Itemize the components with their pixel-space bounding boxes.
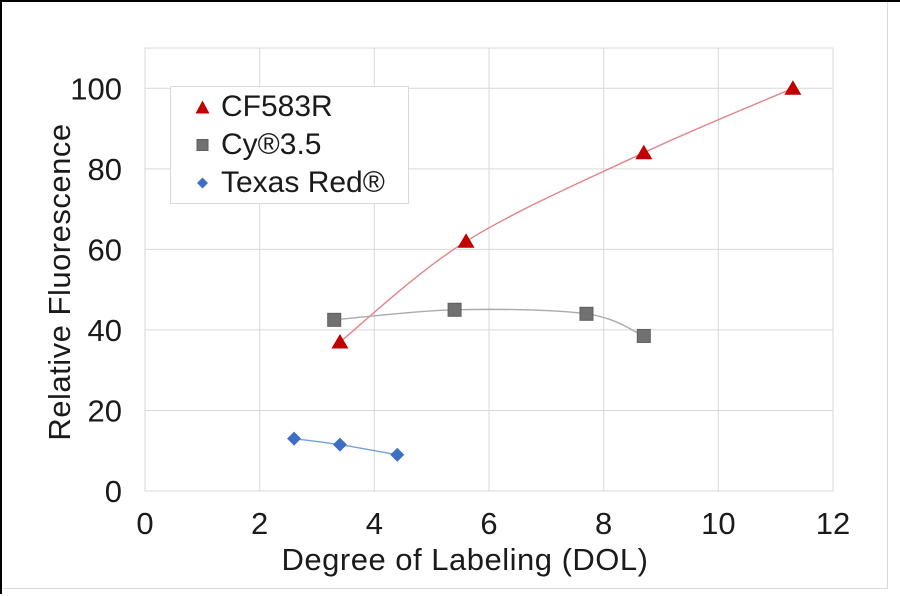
x-tick-label: 10 xyxy=(701,506,735,541)
y-axis-title: Relative Fluorescence xyxy=(42,123,77,441)
legend-label: Texas Red® xyxy=(221,166,385,199)
data-point-marker xyxy=(390,447,405,462)
x-tick-label: 2 xyxy=(251,506,268,541)
data-point-marker xyxy=(457,233,475,248)
trendline xyxy=(293,437,398,456)
data-point-marker xyxy=(327,312,342,327)
trendline xyxy=(339,87,794,343)
data-point-marker xyxy=(579,306,594,321)
chart-surface: 0 2 4 6 8 10 12 0 20 40 60 80 100 Relative Fluoresce… xyxy=(2,2,888,589)
plot-area-border xyxy=(144,47,834,492)
square-marker-icon xyxy=(196,139,209,151)
data-point-marker xyxy=(332,437,347,452)
data-point-marker xyxy=(287,431,302,446)
legend: CF583R Cy®3.5 Texas Red® xyxy=(170,86,409,204)
legend-item-cy35: Cy®3.5 xyxy=(194,126,408,164)
data-point-marker xyxy=(635,144,653,160)
y-tick-label: 100 xyxy=(70,71,122,106)
legend-item-texas-red: Texas Red® xyxy=(194,164,408,202)
trendline xyxy=(334,308,645,337)
triangle-marker-icon xyxy=(195,100,210,114)
y-tick-label: 80 xyxy=(88,152,122,187)
y-tick-label: 20 xyxy=(88,393,122,428)
data-point-marker xyxy=(331,333,349,349)
x-tick-label: 4 xyxy=(366,506,383,541)
x-tick-label: 0 xyxy=(136,506,153,541)
x-axis-title: Degree of Labeling (DOL) xyxy=(281,542,649,577)
data-point-marker xyxy=(636,328,651,343)
x-tick-label: 12 xyxy=(816,506,850,541)
data-point-marker xyxy=(447,302,462,317)
legend-label: Cy®3.5 xyxy=(221,128,322,161)
diamond-marker-icon xyxy=(197,177,208,189)
x-tick-label: 6 xyxy=(480,506,497,541)
data-point-marker xyxy=(784,80,802,95)
legend-label: CF583R xyxy=(221,90,333,123)
y-tick-label: 0 xyxy=(105,474,122,509)
legend-item-cf583r: CF583R xyxy=(194,88,408,126)
y-tick-label: 40 xyxy=(88,313,122,348)
y-tick-label: 60 xyxy=(88,232,122,267)
x-tick-label: 8 xyxy=(595,506,612,541)
